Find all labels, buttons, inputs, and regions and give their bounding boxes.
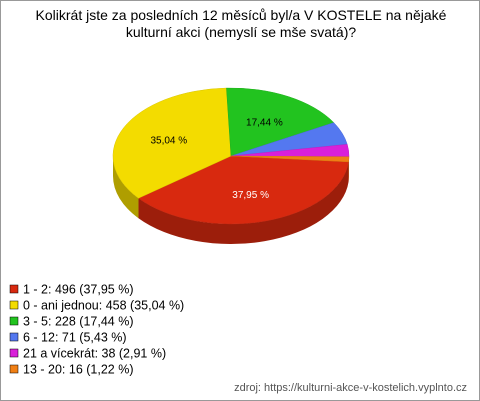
legend-swatch [9, 316, 19, 326]
legend-swatch [9, 348, 19, 358]
slice [112, 87, 232, 199]
legend-swatch [9, 284, 19, 294]
slice [137, 155, 349, 225]
source: zdroj: https://kulturni-akce-v-kostelich… [234, 382, 467, 394]
data-label: 37,95 % [232, 190, 269, 201]
slice-side [138, 161, 349, 244]
legend-label: 1 - 2: 496 (37,95 %) [23, 283, 133, 297]
data-label: 17,44 % [246, 118, 283, 129]
legend-label: 13 - 20: 16 (1,22 %) [23, 363, 133, 377]
legend-label: 6 - 12: 71 (5,43 %) [23, 331, 127, 345]
chart-title: Kolikrát jste za posledních 12 měsíců by… [35, 7, 447, 40]
legend-swatch [9, 332, 19, 342]
slice [230, 155, 350, 163]
legend-label: 21 a vícekrát: 38 (2,91 %) [23, 347, 166, 361]
legend-label: 3 - 5: 228 (17,44 %) [23, 315, 133, 329]
legend-label: 0 - ani jednou: 458 (35,04 %) [23, 299, 184, 313]
legend-swatch [9, 300, 19, 310]
legend-swatch [9, 364, 19, 374]
slice [226, 87, 335, 157]
data-label: 35,04 % [150, 136, 187, 147]
